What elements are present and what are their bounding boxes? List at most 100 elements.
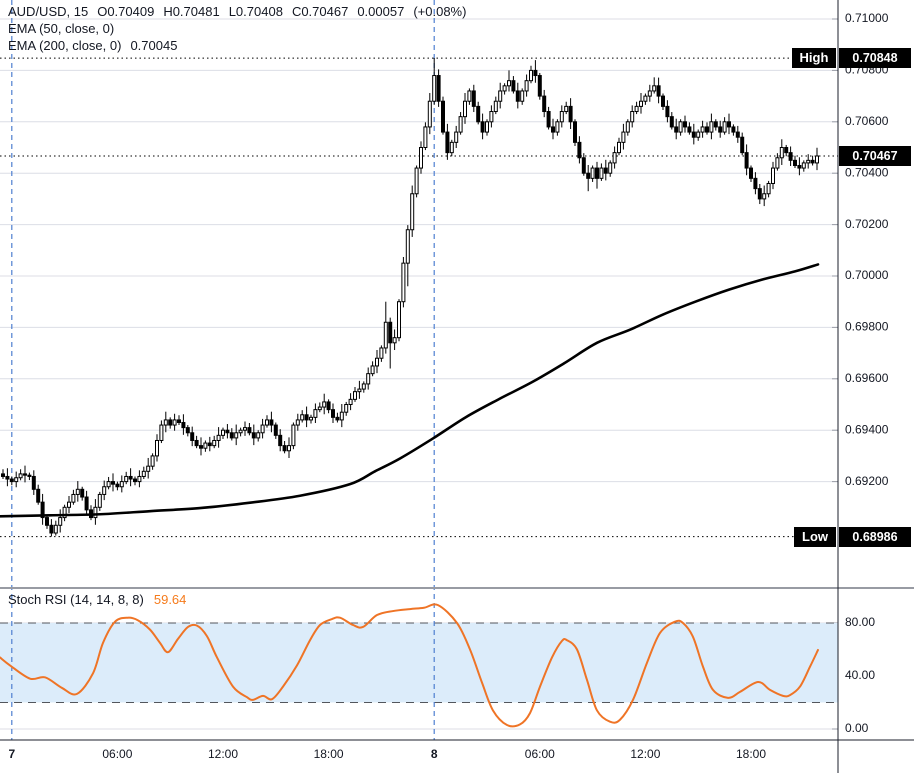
candle xyxy=(256,430,261,442)
price-tick-label: 0.70600 xyxy=(845,114,889,128)
stoch-tick-label: 80.00 xyxy=(845,615,875,629)
candle xyxy=(9,476,14,486)
candle xyxy=(797,157,802,176)
candle xyxy=(771,161,775,190)
candle xyxy=(608,160,613,177)
time-tick-label: 18:00 xyxy=(314,747,344,761)
candle xyxy=(432,58,437,105)
stoch-rsi-line xyxy=(0,603,819,728)
candle xyxy=(419,141,423,174)
candle xyxy=(735,125,740,143)
candle xyxy=(718,120,723,138)
candle xyxy=(168,417,173,429)
time-axis[interactable]: 7 06:00 12:00 18:00 8 06:00 12:00 18:00 xyxy=(8,747,766,761)
candle xyxy=(58,509,63,533)
candle xyxy=(1,469,5,480)
candle xyxy=(634,101,639,115)
candle xyxy=(810,155,815,166)
candle xyxy=(467,88,472,105)
candle xyxy=(181,414,186,435)
candle xyxy=(146,457,151,479)
candle xyxy=(141,466,146,480)
candle xyxy=(515,82,520,109)
stoch-rsi-legend[interactable]: Stoch RSI (14, 14, 8, 8) 59.64 xyxy=(8,592,186,607)
symbol-row[interactable]: AUD/USD, 15 O0.70409 H0.70481 L0.70408 C0.70… xyxy=(8,3,466,20)
candle xyxy=(414,165,419,198)
candle xyxy=(317,402,322,413)
candle xyxy=(221,427,225,439)
high-label: High xyxy=(792,48,836,68)
candle xyxy=(744,144,749,176)
candle xyxy=(199,437,203,456)
candle xyxy=(203,440,208,452)
candle xyxy=(190,426,195,447)
candle xyxy=(683,115,687,133)
time-tick-label: 06:00 xyxy=(525,747,555,761)
candle xyxy=(111,473,115,492)
candle xyxy=(471,84,476,113)
candle xyxy=(339,403,344,428)
candle xyxy=(388,317,393,369)
ema50-legend-row[interactable]: EMA (50, close, 0) xyxy=(8,20,466,37)
candle xyxy=(102,480,107,501)
candle xyxy=(564,101,569,115)
candle xyxy=(370,361,375,377)
candle xyxy=(194,435,199,449)
high-price-axis-badge: 0.70848 xyxy=(839,48,911,68)
candle xyxy=(705,122,709,135)
candle xyxy=(775,153,780,171)
symbol-legend[interactable]: AUD/USD, 15 O0.70409 H0.70481 L0.70408 C0.70… xyxy=(8,3,466,54)
candle xyxy=(106,476,111,490)
candle xyxy=(5,468,10,487)
candle xyxy=(436,69,441,107)
candle xyxy=(392,329,397,351)
candle xyxy=(599,163,604,181)
candle xyxy=(216,427,221,448)
candles-layer xyxy=(1,58,819,537)
ema200-legend-row[interactable]: EMA (200, close, 0) 0.70045 xyxy=(8,37,466,54)
candle xyxy=(546,106,551,130)
candle xyxy=(696,129,701,141)
candle xyxy=(278,429,283,452)
candle xyxy=(595,161,599,189)
candle xyxy=(124,471,129,485)
candle xyxy=(687,122,692,135)
candle xyxy=(555,119,560,136)
candle xyxy=(757,183,762,205)
candle xyxy=(480,113,485,140)
candle xyxy=(177,415,181,426)
price-tick-label: 0.71000 xyxy=(845,11,889,25)
candle xyxy=(678,119,683,136)
candle xyxy=(405,225,410,287)
candle xyxy=(313,403,318,424)
candle xyxy=(449,139,454,157)
candle xyxy=(185,425,190,437)
candle xyxy=(463,93,467,124)
candle xyxy=(89,505,93,521)
candle xyxy=(31,470,36,495)
stoch-band-fill xyxy=(0,623,838,703)
candle xyxy=(788,146,793,167)
candle xyxy=(489,105,494,128)
candle xyxy=(507,70,511,92)
stoch-tick-label: 40.00 xyxy=(845,668,875,682)
candle xyxy=(568,98,573,129)
candle xyxy=(238,427,243,437)
candle xyxy=(45,515,49,529)
candle xyxy=(75,481,80,502)
candle xyxy=(304,406,309,428)
ema200-label: EMA (200, close, 0) xyxy=(8,38,122,53)
candle xyxy=(445,123,450,160)
candle xyxy=(335,412,340,423)
candle xyxy=(603,159,608,181)
candle xyxy=(133,476,137,486)
last-price-axis-badge: 0.70467 xyxy=(839,146,911,166)
price-tick-label: 0.69400 xyxy=(845,422,889,436)
candle xyxy=(243,421,247,436)
candle xyxy=(498,82,503,109)
ema50-label: EMA (50, close, 0) xyxy=(8,21,115,36)
candle xyxy=(669,112,674,130)
candle xyxy=(652,77,657,94)
